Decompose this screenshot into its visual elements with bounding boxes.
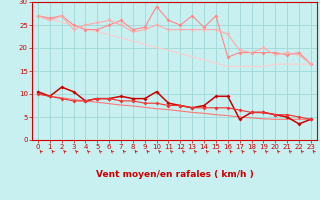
X-axis label: Vent moyen/en rafales ( km/h ): Vent moyen/en rafales ( km/h ) bbox=[96, 170, 253, 179]
